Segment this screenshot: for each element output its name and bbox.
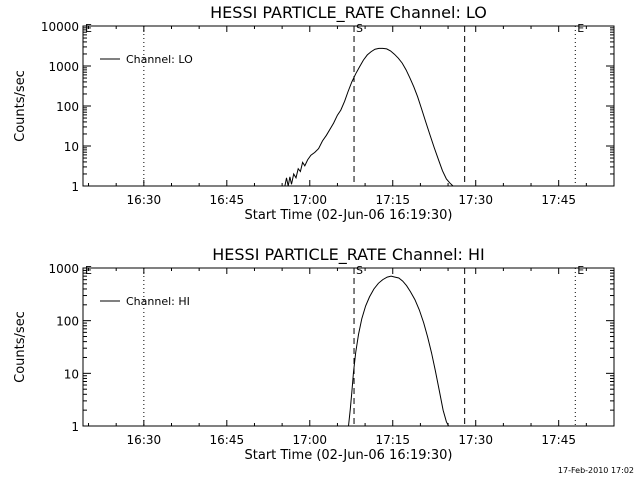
hi-marker-label-3: E <box>577 264 584 277</box>
lo-y-tick-label-0: 1 <box>71 180 79 194</box>
hi-y-tick-label-0: 1 <box>71 420 79 434</box>
hi-legend-label-0: Channel: HI <box>126 295 190 308</box>
lo-marker-label-5: E <box>85 22 92 35</box>
hi-x-tick-label-1: 16:45 <box>210 433 245 447</box>
lo-x-tick-label-4: 17:30 <box>458 193 493 207</box>
hi-y-tick-label-1: 10 <box>64 367 79 381</box>
hi-series-line-0 <box>348 275 450 426</box>
hi-y-tick-label-2: 100 <box>56 315 79 329</box>
lo-y-tick-label-1: 10 <box>64 140 79 154</box>
hi-y-tick-label-3: 1000 <box>48 262 79 276</box>
hi-title: HESSI PARTICLE_RATE Channel: HI <box>212 245 485 265</box>
hi-y-axis-label: Counts/sec <box>13 311 28 383</box>
lo-legend-label-0: Channel: LO <box>126 53 193 66</box>
panel-hi: HESSI PARTICLE_RATE Channel: HI 16:30 16:4… <box>13 245 615 463</box>
lo-x-tick-label-0: 16:30 <box>127 193 162 207</box>
lo-x-tick-label-1: 16:45 <box>210 193 245 207</box>
lo-axis-frame <box>82 25 615 187</box>
hi-x-tick-label-0: 16:30 <box>127 433 162 447</box>
lo-x-axis-label: Start Time (02-Jun-06 16:19:30) <box>245 208 453 223</box>
hi-marker-label-1: S <box>356 264 363 277</box>
lo-title: HESSI PARTICLE_RATE Channel: LO <box>210 3 487 23</box>
lo-x-tick-label-5: 17:45 <box>541 193 576 207</box>
lo-y-tick-label-4: 10000 <box>41 20 79 34</box>
lo-y-tick-label-2: 100 <box>56 100 79 114</box>
hi-axis-frame <box>82 267 615 427</box>
panel-lo: HESSI PARTICLE_RATE Channel: LO 16:30 16:4… <box>13 3 615 223</box>
hi-x-tick-label-2: 17:00 <box>292 433 327 447</box>
lo-series-line-0 <box>284 47 458 186</box>
lo-x-tick-label-2: 17:00 <box>292 193 327 207</box>
lo-marker-label-3: E <box>577 22 584 35</box>
lo-y-tick-label-3: 1000 <box>48 60 79 74</box>
hi-x-tick-label-5: 17:45 <box>541 433 576 447</box>
hi-x-tick-label-3: 17:15 <box>375 433 410 447</box>
hi-x-tick-label-4: 17:30 <box>458 433 493 447</box>
lo-y-axis-label: Counts/sec <box>13 70 28 142</box>
lo-x-tick-label-3: 17:15 <box>375 193 410 207</box>
hi-x-axis-label: Start Time (02-Jun-06 16:19:30) <box>245 448 453 463</box>
lo-marker-label-1: S <box>356 22 363 35</box>
hi-marker-label-5: E <box>85 264 92 277</box>
footer-timestamp: 17-Feb-2010 17:02 <box>557 466 634 475</box>
